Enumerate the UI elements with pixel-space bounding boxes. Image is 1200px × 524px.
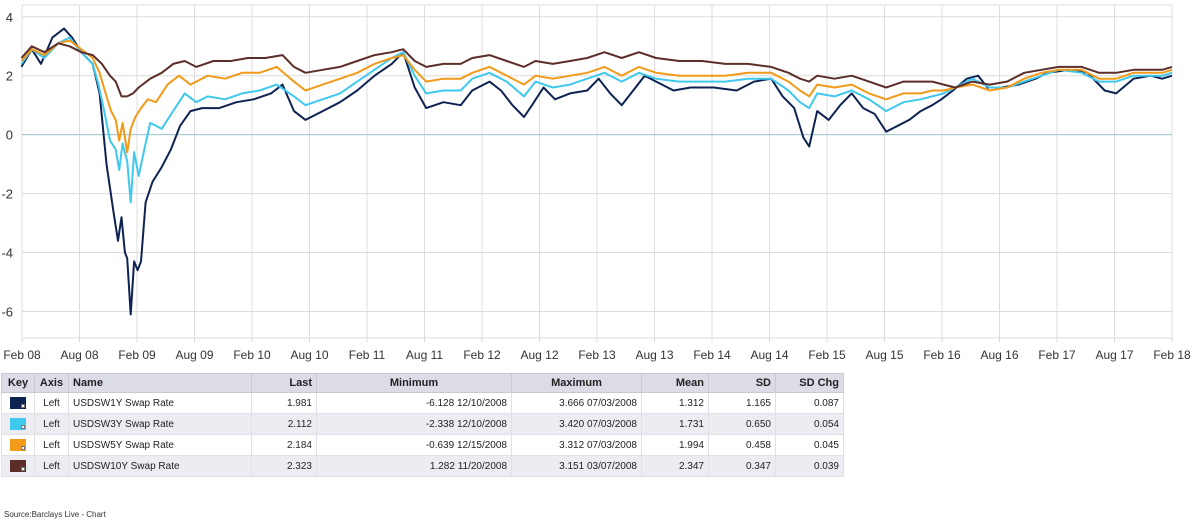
x-tick-label: Aug 08 <box>60 348 98 362</box>
legend-key[interactable] <box>1 413 35 435</box>
x-tick-label: Aug 10 <box>290 348 328 362</box>
header-sd-chg: SD Chg <box>775 373 844 393</box>
x-tick-label: Feb 12 <box>463 348 501 362</box>
legend-minimum: -0.639 12/15/2008 <box>316 434 512 456</box>
legend-key[interactable] <box>1 434 35 456</box>
series-color-swatch <box>10 439 26 451</box>
series-color-swatch <box>10 397 26 409</box>
legend-key[interactable] <box>1 392 35 414</box>
legend-sd: 0.347 <box>708 455 776 477</box>
legend-axis: Left <box>34 434 69 456</box>
legend-sd-chg: 0.039 <box>775 455 844 477</box>
series-line-3 <box>20 39 1173 154</box>
legend-mean: 1.312 <box>641 392 709 414</box>
x-tick-label: Feb 09 <box>118 348 156 362</box>
legend-maximum: 3.151 03/07/2008 <box>511 455 642 477</box>
x-tick-label: Aug 09 <box>175 348 213 362</box>
legend-sd: 0.650 <box>708 413 776 435</box>
legend-maximum: 3.312 07/03/2008 <box>511 434 642 456</box>
x-tick-label: Aug 15 <box>865 348 903 362</box>
x-tick-label: Feb 10 <box>233 348 271 362</box>
legend-table: Key Axis Name Last Minimum Maximum Mean … <box>1 373 844 477</box>
x-tick-label: Aug 12 <box>520 348 558 362</box>
x-tick-label: Feb 11 <box>349 348 386 362</box>
series-line-1 <box>20 27 1173 316</box>
x-tick-label: Aug 11 <box>406 348 443 362</box>
legend-name: USDSW1Y Swap Rate <box>68 392 252 414</box>
legend-key[interactable] <box>1 455 35 477</box>
x-axis-ticks: Feb 08 Aug 08 Feb 09 Aug 09 Feb 10 Aug 10 Feb … <box>3 348 1191 362</box>
legend-axis: Left <box>34 455 69 477</box>
legend-name: USDSW3Y Swap Rate <box>68 413 252 435</box>
header-key: Key <box>1 373 35 393</box>
legend-mean: 1.994 <box>641 434 709 456</box>
legend-last: 2.323 <box>251 455 317 477</box>
series-color-swatch <box>10 418 26 430</box>
x-tick-label: Feb 08 <box>3 348 41 362</box>
x-tick-label: Aug 13 <box>635 348 673 362</box>
legend-row: Left USDSW10Y Swap Rate 2.323 1.282 11/2… <box>1 455 844 477</box>
y-tick-label: -6 <box>1 304 13 319</box>
legend-axis: Left <box>34 392 69 414</box>
header-axis: Axis <box>34 373 69 393</box>
x-tick-label: Feb 17 <box>1038 348 1076 362</box>
x-tick-label: Feb 15 <box>808 348 846 362</box>
legend-maximum: 3.420 07/03/2008 <box>511 413 642 435</box>
legend-sd-chg: 0.087 <box>775 392 844 414</box>
line-chart: 4 2 0 -2 -4 -6 Feb 08 Aug 08 Feb 09 Aug 09 Feb 10… <box>1 4 1191 362</box>
x-tick-label: Feb 18 <box>1153 348 1191 362</box>
chart-gridlines <box>21 4 1173 342</box>
header-minimum: Minimum <box>316 373 512 393</box>
legend-sd-chg: 0.054 <box>775 413 844 435</box>
y-tick-label: 0 <box>6 128 13 143</box>
y-axis-ticks: 4 2 0 -2 -4 -6 <box>1 10 13 320</box>
legend-last: 2.112 <box>251 413 317 435</box>
header-last: Last <box>251 373 317 393</box>
legend-name: USDSW5Y Swap Rate <box>68 434 252 456</box>
series-line-4 <box>20 42 1173 98</box>
x-tick-label: Feb 13 <box>578 348 616 362</box>
y-tick-label: 2 <box>6 69 13 84</box>
series-color-swatch <box>10 460 26 472</box>
header-maximum: Maximum <box>511 373 642 393</box>
legend-minimum: -2.338 12/10/2008 <box>316 413 512 435</box>
legend-row: Left USDSW5Y Swap Rate 2.184 -0.639 12/1… <box>1 434 844 456</box>
legend-row: Left USDSW3Y Swap Rate 2.112 -2.338 12/1… <box>1 413 844 435</box>
legend-header-row: Key Axis Name Last Minimum Maximum Mean … <box>1 373 844 393</box>
y-tick-label: 4 <box>6 10 13 25</box>
x-tick-label: Aug 14 <box>750 348 788 362</box>
legend-name: USDSW10Y Swap Rate <box>68 455 252 477</box>
x-tick-label: Feb 16 <box>923 348 961 362</box>
legend-last: 1.981 <box>251 392 317 414</box>
header-mean: Mean <box>641 373 709 393</box>
x-tick-label: Feb 14 <box>693 348 731 362</box>
y-tick-label: -2 <box>1 187 13 202</box>
legend-sd-chg: 0.045 <box>775 434 844 456</box>
header-name: Name <box>68 373 252 393</box>
legend-sd: 1.165 <box>708 392 776 414</box>
x-tick-label: Aug 16 <box>980 348 1018 362</box>
legend-sd: 0.458 <box>708 434 776 456</box>
x-tick-label: Aug 17 <box>1095 348 1133 362</box>
chart-series-layer <box>20 27 1173 316</box>
legend-minimum: -6.128 12/10/2008 <box>316 392 512 414</box>
series-line-2 <box>20 36 1173 204</box>
source-note: Source:Barclays Live - Chart <box>4 510 106 519</box>
legend-maximum: 3.666 07/03/2008 <box>511 392 642 414</box>
y-tick-label: -4 <box>1 246 13 261</box>
legend-minimum: 1.282 11/20/2008 <box>316 455 512 477</box>
legend-axis: Left <box>34 413 69 435</box>
header-sd: SD <box>708 373 776 393</box>
legend-last: 2.184 <box>251 434 317 456</box>
legend-mean: 2.347 <box>641 455 709 477</box>
legend-row: Left USDSW1Y Swap Rate 1.981 -6.128 12/1… <box>1 392 844 414</box>
legend-mean: 1.731 <box>641 413 709 435</box>
